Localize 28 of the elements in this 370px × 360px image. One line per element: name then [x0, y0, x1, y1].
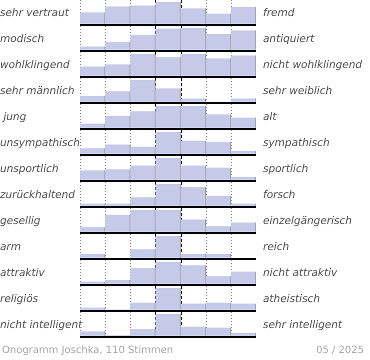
- y-axis-title: unsportlich: [0, 163, 59, 175]
- y2-axis-title: sehr weiblich: [263, 85, 332, 97]
- y-axis-title: arm: [0, 241, 21, 253]
- y-axis-title: zurückhaltend: [0, 189, 75, 201]
- y-axis-title: jung: [1, 111, 26, 123]
- y-axis-title: religiös: [0, 293, 38, 305]
- text: Onogramm Joschka, 110 Stimmen: [2, 345, 174, 356]
- y2-axis-title: forsch: [263, 189, 296, 201]
- y-axis-title: modisch: [0, 33, 44, 45]
- y2-axis-title: fremd: [263, 7, 294, 19]
- y2-axis-title: nicht wohlklingend: [263, 59, 362, 71]
- y2-axis-title: nicht attraktiv: [263, 267, 338, 279]
- y2-axis-title: sportlich: [263, 163, 308, 175]
- y2-axis-title: reich: [263, 241, 290, 253]
- y2-axis-title: sympathisch: [263, 137, 330, 149]
- y-axis-title: unsympathisch: [0, 137, 80, 149]
- y2-axis-title: sehr intelligent: [263, 319, 342, 331]
- y2-axis-title: antiquiert: [263, 33, 314, 45]
- y-axis-title: sehr männlich: [0, 85, 74, 97]
- y2-axis-title: atheistisch: [263, 293, 320, 305]
- y-axis-title: sehr vertraut: [0, 7, 69, 19]
- y2-axis-title: einzelgängerisch: [263, 215, 352, 227]
- y-axis-title: nicht intelligent: [0, 319, 82, 331]
- y-axis-title: wohlklingend: [0, 59, 70, 71]
- y2-axis-title: alt: [263, 111, 276, 123]
- text: 05 / 2025: [316, 345, 364, 356]
- y-axis-title: gesellig: [0, 215, 40, 227]
- y-axis-title: attraktiv: [0, 267, 45, 279]
